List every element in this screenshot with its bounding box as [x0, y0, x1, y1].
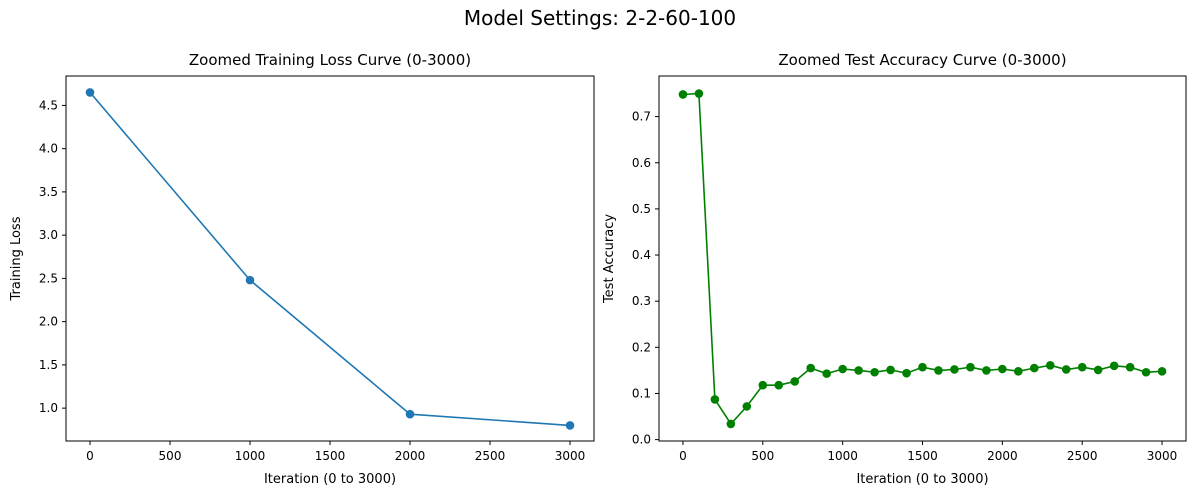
accuracy-data-point — [1109, 361, 1119, 371]
accuracy-data-point — [710, 395, 720, 404]
accuracy-y-tick-label: 0.0 — [632, 433, 651, 447]
accuracy-y-tick-label: 0.4 — [632, 248, 651, 262]
loss-x-tick-label: 1000 — [235, 449, 266, 463]
accuracy-data-point — [934, 366, 943, 375]
accuracy-data-point — [966, 362, 975, 372]
accuracy-data-point — [742, 402, 752, 411]
accuracy-data-point — [822, 369, 831, 378]
accuracy-x-tick-label: 3000 — [1147, 449, 1178, 463]
accuracy-data-point — [1061, 365, 1071, 374]
accuracy-data-point — [982, 366, 991, 375]
accuracy-data-point — [1029, 363, 1039, 373]
accuracy-x-tick-label: 0 — [679, 449, 687, 463]
loss-data-point — [405, 409, 415, 419]
loss-y-tick-label: 3.5 — [39, 185, 58, 199]
loss-y-tick-label: 2.0 — [39, 315, 58, 329]
accuracy-data-point — [1125, 362, 1135, 372]
accuracy-y-tick-label: 0.2 — [632, 340, 651, 354]
loss-data-point — [85, 88, 95, 97]
loss-y-tick-label: 4.5 — [39, 98, 58, 112]
loss-y-tick-label: 2.5 — [39, 271, 58, 285]
accuracy-data-point — [998, 364, 1007, 374]
accuracy-data-point — [678, 90, 688, 99]
accuracy-data-point — [1157, 367, 1167, 376]
accuracy-data-point — [1045, 361, 1055, 370]
loss-y-tick-label: 1.5 — [39, 358, 58, 372]
accuracy-data-point — [790, 377, 800, 386]
loss-y-axis-label: Training Loss — [9, 216, 24, 301]
accuracy-y-tick-label: 0.6 — [632, 156, 651, 170]
accuracy-x-tick-label: 2500 — [1067, 449, 1098, 463]
loss-x-tick-label: 500 — [159, 449, 182, 463]
accuracy-y-tick-label: 0.3 — [632, 294, 651, 308]
loss-y-tick-label: 4.0 — [39, 142, 58, 156]
accuracy-x-tick-label: 1500 — [907, 449, 938, 463]
loss-plot-frame — [65, 75, 595, 442]
accuracy-chart-title: Zoomed Test Accuracy Curve (0-3000) — [778, 51, 1066, 69]
loss-chart-title: Zoomed Training Loss Curve (0-3000) — [189, 51, 471, 69]
accuracy-data-point — [726, 419, 736, 429]
loss-y-tick-label: 3.0 — [39, 228, 58, 242]
loss-x-tick-label: 3000 — [555, 449, 586, 463]
accuracy-data-point — [694, 89, 704, 98]
accuracy-data-point — [1093, 365, 1103, 375]
accuracy-data-point — [838, 364, 847, 374]
accuracy-plot-frame — [658, 75, 1187, 442]
loss-x-tick-label: 0 — [86, 449, 94, 463]
accuracy-x-tick-label: 2000 — [987, 449, 1018, 463]
accuracy-data-point — [902, 368, 911, 378]
accuracy-series-line — [682, 92, 1163, 426]
accuracy-data-point — [806, 363, 816, 373]
accuracy-data-point — [870, 367, 879, 377]
figure-title: Model Settings: 2-2-60-100 — [463, 6, 737, 30]
loss-data-point — [245, 275, 255, 285]
accuracy-data-point — [1077, 362, 1087, 372]
accuracy-chart: Zoomed Test Accuracy Curve (0-3000) 0 500 1… — [602, 51, 1187, 487]
loss-x-axis-label: Iteration (0 to 3000) — [264, 472, 396, 487]
loss-x-tick-label: 2000 — [395, 449, 426, 463]
accuracy-x-tick-label: 500 — [751, 449, 774, 463]
loss-data-point — [565, 421, 575, 430]
loss-y-tick-label: 1.0 — [39, 401, 58, 415]
accuracy-x-axis-label: Iteration (0 to 3000) — [856, 472, 988, 487]
loss-chart: Zoomed Training Loss Curve (0-3000) 0 500 1… — [9, 51, 595, 487]
loss-x-tick-label: 2500 — [475, 449, 506, 463]
accuracy-y-axis-label: Test Accuracy — [602, 214, 617, 304]
accuracy-data-point — [1014, 367, 1023, 376]
accuracy-y-tick-label: 0.1 — [632, 386, 651, 400]
accuracy-data-point — [886, 365, 895, 375]
accuracy-y-tick-label: 0.5 — [632, 202, 651, 216]
accuracy-data-point — [758, 380, 768, 390]
accuracy-data-point — [854, 366, 863, 375]
accuracy-y-tick-label: 0.7 — [632, 110, 651, 124]
accuracy-x-tick-label: 1000 — [827, 449, 858, 463]
accuracy-data-point — [774, 380, 784, 390]
accuracy-data-point — [950, 365, 959, 374]
loss-series-line — [89, 91, 571, 427]
accuracy-data-point — [918, 362, 927, 372]
accuracy-data-point — [1141, 367, 1151, 377]
loss-x-tick-label: 1500 — [315, 449, 346, 463]
